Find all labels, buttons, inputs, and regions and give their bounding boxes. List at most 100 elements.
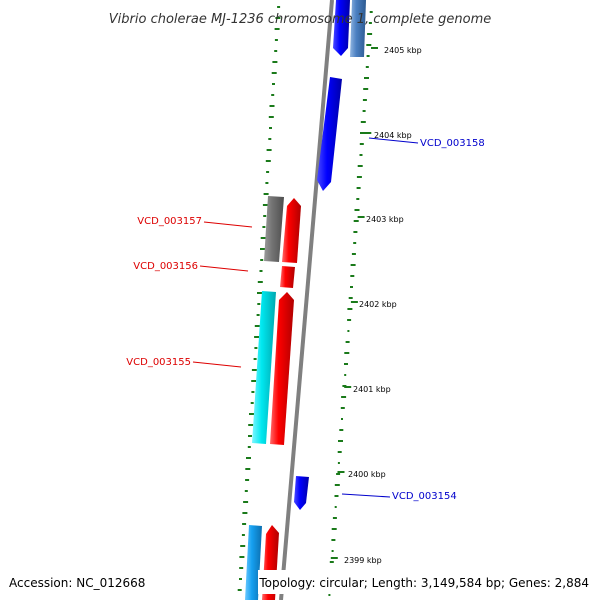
gc-mark	[260, 248, 265, 250]
gc-mark	[332, 517, 337, 519]
gc-mark	[266, 149, 272, 151]
gc-mark	[337, 462, 340, 464]
topology-label: Topology: circular; Length: 3,149,584 bp…	[258, 576, 589, 590]
gc-mark	[350, 275, 355, 277]
gc-mark	[257, 292, 262, 294]
gc-mark	[341, 396, 347, 398]
gc-mark	[262, 204, 268, 206]
gene-label-vcd-003156[interactable]: VCD_003156	[133, 261, 198, 272]
scale-ticks	[330, 47, 378, 559]
gene-feature-vcd-003158[interactable]	[317, 77, 342, 191]
gc-mark	[254, 325, 260, 327]
gc-mark	[274, 50, 278, 52]
gc-mark	[250, 402, 254, 404]
gc-mark	[251, 391, 255, 393]
gene-feature-blue-top[interactable]	[333, 0, 350, 56]
gc-mark	[271, 94, 275, 96]
forward-strand-features	[294, 0, 366, 510]
gc-mark	[262, 226, 266, 228]
gc-mark	[241, 534, 245, 536]
gene-label-vcd-003154[interactable]: VCD_003154	[392, 491, 457, 502]
gc-content-track	[237, 6, 373, 596]
gc-mark	[242, 512, 248, 514]
gc-mark	[268, 116, 274, 118]
gc-mark	[344, 352, 350, 354]
gene-feature-vcd-003155[interactable]	[270, 292, 294, 445]
tick-label: 2403 kbp	[366, 215, 404, 224]
gc-mark	[247, 446, 251, 448]
gc-mark	[331, 528, 337, 530]
gc-mark	[366, 55, 370, 57]
gc-mark	[277, 6, 281, 8]
scale-labels: 2405 kbp 2404 kbp 2403 kbp 2402 kbp 2401…	[344, 46, 422, 565]
gc-mark	[272, 83, 275, 85]
gc-mark	[340, 407, 345, 409]
gene-feature-vcd-003156[interactable]	[280, 266, 295, 288]
map-title: Vibrio cholerae MJ-1236 chromosome 1, co…	[109, 12, 491, 27]
gc-mark	[248, 424, 254, 426]
gc-mark	[336, 473, 341, 475]
reverse-strand-features	[245, 196, 301, 600]
gc-mark	[275, 17, 281, 19]
gene-feature-skyblue-bottom[interactable]	[245, 525, 262, 600]
gene-label-vcd-003155[interactable]: VCD_003155	[126, 357, 191, 368]
gc-mark	[331, 539, 336, 541]
gc-mark	[359, 143, 364, 145]
gc-mark	[274, 28, 280, 30]
gc-mark	[251, 369, 257, 371]
gc-mark	[351, 253, 356, 255]
gene-feature-vcd-003157[interactable]	[282, 198, 301, 263]
chromosome-backbone	[279, 0, 334, 600]
gc-mark	[363, 88, 369, 90]
gc-mark	[263, 215, 267, 217]
gc-mark	[337, 451, 342, 453]
gc-mark	[362, 99, 367, 101]
gc-mark	[266, 171, 270, 173]
gene-feature-vcd-003157-gray[interactable]	[264, 196, 284, 262]
gc-mark	[366, 44, 372, 46]
gc-mark	[356, 187, 361, 189]
gc-mark	[251, 380, 257, 382]
gc-mark	[265, 182, 269, 184]
tick-label: 2402 kbp	[359, 300, 397, 309]
gc-mark	[268, 138, 272, 140]
gc-mark	[354, 209, 360, 211]
tick-label: 2404 kbp	[374, 131, 412, 140]
gc-mark	[240, 545, 246, 547]
gc-mark	[347, 308, 353, 310]
gc-mark	[350, 264, 356, 266]
tick-label: 2399 kbp	[344, 556, 382, 565]
gc-mark	[244, 490, 248, 492]
gc-mark	[350, 286, 353, 288]
gene-feature-steel-top[interactable]	[350, 0, 366, 57]
gene-label-vcd-003157[interactable]: VCD_003157	[137, 216, 202, 227]
gc-mark	[334, 495, 339, 497]
gc-mark	[353, 231, 358, 233]
gc-mark	[360, 132, 365, 134]
gc-mark	[237, 589, 242, 591]
gc-mark	[369, 11, 373, 13]
gc-mark	[254, 347, 258, 349]
gc-mark	[328, 594, 331, 596]
gc-mark	[253, 358, 257, 360]
gc-mark	[329, 561, 334, 563]
gc-mark	[263, 193, 269, 195]
gc-mark	[257, 281, 263, 283]
gc-mark	[359, 154, 363, 156]
gene-label-vcd-003158[interactable]: VCD_003158	[420, 138, 485, 149]
gene-feature-vcd-003155-cyan[interactable]	[252, 291, 276, 444]
gc-mark	[362, 110, 366, 112]
gc-mark	[331, 550, 334, 552]
gc-mark	[339, 429, 344, 431]
gene-feature-vcd-003154[interactable]	[294, 476, 309, 510]
gc-mark	[274, 39, 278, 41]
gc-mark	[365, 66, 369, 68]
gc-mark	[243, 501, 249, 503]
gc-mark	[239, 556, 245, 558]
tick-label: 2401 kbp	[353, 385, 391, 394]
gc-mark	[260, 259, 264, 261]
gc-mark	[245, 468, 251, 470]
gc-mark	[239, 567, 244, 569]
